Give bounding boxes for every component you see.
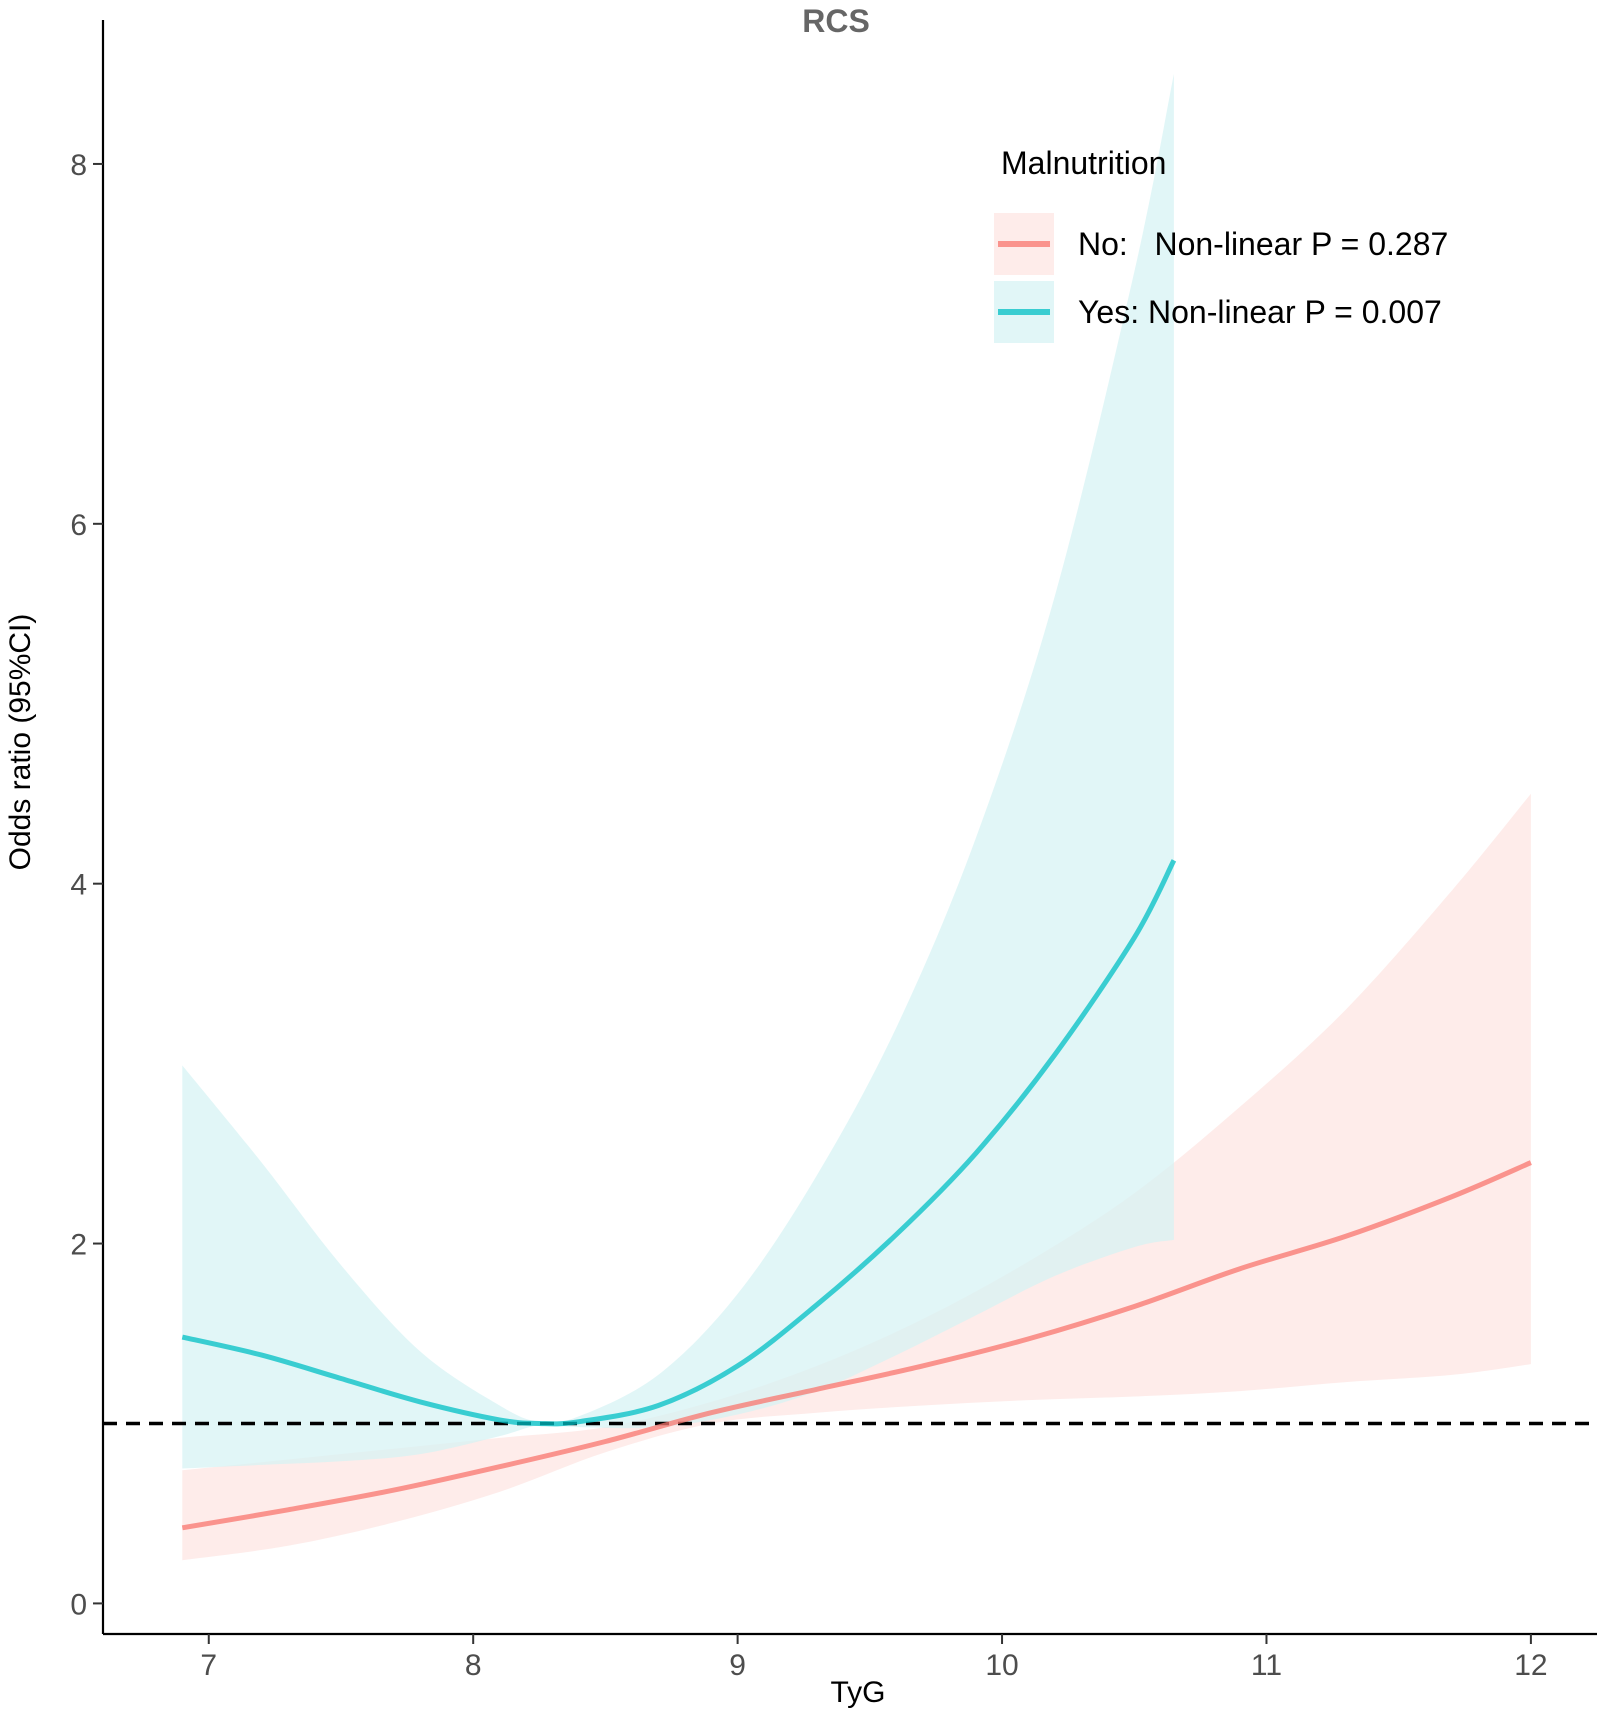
y-axis-label: Odds ratio (95%CI) [4,614,37,871]
legend-entry-label: No: Non-linear P = 0.287 [1078,226,1448,262]
tick-group: 7 8 9 10 11 12 0 2 4 6 8 [70,149,1547,1682]
axes [101,20,1597,1636]
x-tick-label: 8 [465,1649,482,1682]
series-lines [181,859,1532,1531]
x-tick-label: 10 [985,1649,1018,1682]
y-tick-label: 2 [70,1229,87,1262]
y-tick-label: 8 [70,149,87,182]
legend-items: No: Non-linear P = 0.287 Yes: Non-linear … [994,213,1448,343]
legend: Malnutrition No: Non-linear P = 0.287 Yes… [994,145,1448,343]
legend-entry-label: Yes: Non-linear P = 0.007 [1078,294,1442,330]
x-tick-label: 11 [1251,1649,1282,1682]
chart-title: RCS [802,3,870,39]
confidence-ribbons [182,74,1531,1561]
legend-title: Malnutrition [1001,145,1166,181]
ribbon-series-1 [182,74,1174,1469]
x-tick-label: 9 [729,1649,746,1682]
y-tick-label: 0 [70,1588,87,1621]
x-axis-label: TyG [830,1676,885,1709]
y-tick-label: 4 [70,869,87,902]
ribbon-series-0 [182,793,1531,1561]
x-tick-label: 12 [1514,1649,1547,1682]
y-tick-label: 6 [70,509,87,542]
series-line-1 [181,859,1177,1427]
x-tick-label: 7 [200,1649,217,1682]
series-line-0 [181,1160,1532,1531]
